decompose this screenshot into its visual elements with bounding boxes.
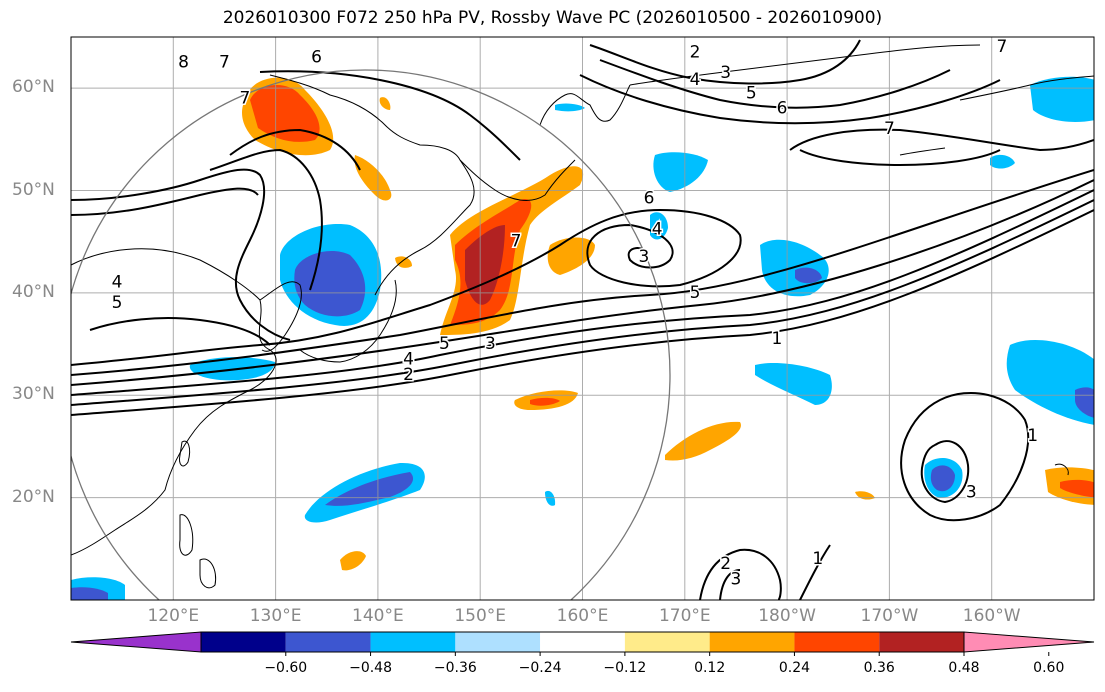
contour-label: 5 [690, 283, 701, 303]
chart-title: 2026010300 F072 250 hPa PV, Rossby Wave … [222, 8, 883, 28]
contour-label: 3 [966, 483, 977, 503]
lon-tick-label: 150°E [454, 606, 507, 626]
contour-label: 8 [178, 53, 189, 73]
contour-label: 5 [439, 334, 450, 354]
colorbar-segment [455, 632, 541, 652]
contour-label: 2 [403, 365, 414, 385]
map-frame [70, 36, 1095, 601]
colorbar-tick-label: 0.12 [694, 660, 726, 676]
contour-label: 3 [485, 334, 496, 354]
colorbar-tick-label: 0.24 [778, 660, 811, 676]
colorbar-tick-label: 0.36 [863, 660, 895, 676]
contour-label: 6 [311, 47, 322, 67]
colorbar-tick-label: 0.48 [948, 660, 980, 676]
contour-label: 5 [112, 293, 123, 313]
colorbar-frame [200, 631, 965, 653]
contour-label: 7 [997, 37, 1008, 57]
colorbar-segment [794, 632, 880, 652]
contour-label: 4 [403, 349, 414, 369]
colorbar-tick-label: 0.60 [1033, 660, 1065, 676]
colorbar-extend-low [70, 631, 202, 653]
contour-label: 3 [731, 570, 742, 590]
lat-tick-label: 50°N [12, 179, 55, 200]
pv-contours [71, 39, 1094, 600]
lat-tick-label: 60°N [12, 77, 55, 98]
contour-label: 7 [884, 119, 895, 139]
lon-tick-label: 170°E [658, 606, 711, 626]
colorbar [70, 631, 1095, 656]
contour-label: 7 [511, 232, 522, 252]
contour-label: 4 [690, 70, 701, 90]
colorbar-segment [879, 632, 964, 652]
lon-tick-label: 170°W [860, 606, 919, 626]
colorbar-tick-label: −0.48 [349, 660, 392, 676]
contour-label: 4 [652, 219, 663, 239]
lon-tick-label: 180°W [758, 606, 816, 626]
lon-tick-label: 130°E [249, 606, 302, 626]
contour-label: 2 [720, 554, 731, 574]
lon-tick-label: 120°E [147, 606, 200, 626]
lat-tick-label: 20°N [12, 486, 55, 507]
lon-tick-label: 160°W [962, 606, 1021, 626]
contour-label: 6 [777, 99, 788, 119]
contour-label: 5 [746, 83, 757, 103]
contour-label: 6 [644, 189, 655, 209]
colorbar-segment [201, 632, 286, 652]
contour-label: 2 [690, 42, 701, 62]
colorbar-extend-high [963, 631, 1095, 653]
colorbar-segment [624, 632, 710, 652]
colorbar-segment [285, 632, 371, 652]
lon-tick-label: 160°E [556, 606, 609, 626]
colorbar-tick-label: −0.36 [433, 660, 477, 676]
colorbar-tick-label: −0.60 [264, 660, 308, 676]
lon-tick-label: 140°E [352, 606, 404, 626]
colorbar-segment [709, 632, 795, 652]
contour-label: 3 [638, 247, 649, 267]
reference-circle [71, 69, 671, 600]
coastlines [71, 44, 1094, 589]
colorbar-tick-label: −0.24 [518, 660, 562, 676]
contour-label: 1 [1027, 426, 1038, 446]
contour-label: 4 [112, 273, 123, 293]
contour-label: 7 [239, 88, 250, 108]
colorbar-segment [540, 632, 625, 652]
contour-label: 1 [771, 329, 782, 349]
colorbar-segment [370, 632, 456, 652]
lat-tick-label: 40°N [12, 281, 55, 302]
colorbar-tick-label: −0.12 [603, 660, 647, 676]
contour-label: 3 [720, 63, 731, 83]
contour-label: 7 [219, 53, 230, 73]
lat-tick-label: 30°N [12, 384, 55, 405]
contour-label: 1 [812, 549, 823, 569]
